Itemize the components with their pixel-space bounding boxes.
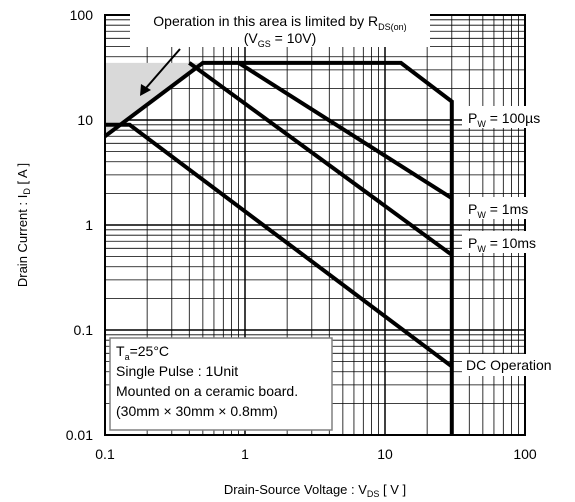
series-line-0 [103,60,454,435]
rds-arrow [140,48,181,96]
x-tick-label: 10 [377,446,393,462]
label-pw-100us: PW = 100µs [468,110,540,129]
series-line-2 [188,61,453,257]
y-tick-label: 1 [85,217,93,233]
conditions-ta: Ta=25°C [116,343,169,362]
series-line-1 [237,61,453,200]
x-tick-label: 100 [513,446,537,462]
y-tick-label: 100 [70,7,94,23]
series-lines [103,60,454,435]
y-tick-label: 0.1 [74,322,94,338]
y-axis-title: Drain Current : ID [ A ] [15,163,32,287]
rds-annotation-line1: Operation in this area is limited by RDS… [153,13,406,32]
x-tick-label: 0.1 [95,446,115,462]
y-tick-label: 10 [77,112,93,128]
label-pw-10ms: PW = 10ms [468,235,536,254]
label-pw-1ms: PW = 1ms [468,201,528,220]
rds-annotation-line2: (VGS = 10V) [244,30,317,49]
x-tick-label: 1 [241,446,249,462]
conditions-board: Mounted on a ceramic board. [116,383,298,399]
x-axis-title: Drain-Source Voltage : VDS [ V ] [224,482,406,499]
conditions-pulse: Single Pulse : 1Unit [116,363,238,379]
series-labels: PW = 100µs PW = 1ms PW = 10ms DC Operati… [462,106,568,376]
y-tick-label: 0.01 [66,427,93,443]
label-dc-operation: DC Operation [466,357,552,373]
rds-annotation-bg [130,7,430,47]
series-line-3 [105,122,453,369]
conditions-box: Ta=25°C Single Pulse : 1Unit Mounted on … [109,337,333,431]
conditions-size: (30mm × 30mm × 0.8mm) [116,403,278,419]
